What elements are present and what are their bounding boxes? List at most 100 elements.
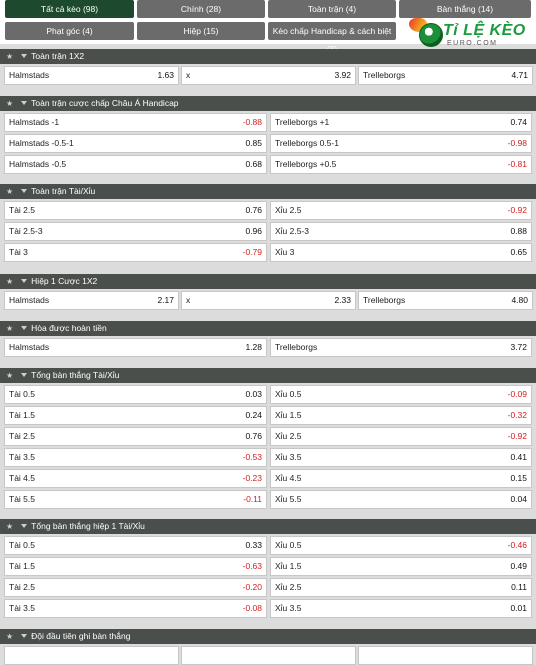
section-header[interactable]: ★ Tổng bàn thắng Tài/Xỉu	[0, 368, 536, 383]
star-icon[interactable]: ★	[6, 522, 14, 531]
odds-cell[interactable]: Tài 0.5 0.03	[4, 385, 267, 404]
odds-value: -0.46	[507, 540, 527, 550]
star-icon[interactable]: ★	[6, 187, 14, 196]
odds-cell[interactable]: Tài 1.5 -0.63	[4, 557, 267, 576]
selection-label: Xỉu 4.5	[275, 473, 302, 483]
odds-cell[interactable]: Trelleborgs 3.72	[270, 338, 532, 357]
odds-cell[interactable]: Tài 1.5 0.24	[4, 406, 267, 425]
odds-cell[interactable]: Xỉu 5.5 0.04	[270, 490, 532, 509]
odds-cell[interactable]: Xỉu 1.5 0.49	[270, 557, 532, 576]
odds-row: Tài 1.5 0.24 Xỉu 1.5 -0.32	[0, 406, 536, 425]
odds-value: -0.88	[242, 117, 262, 127]
odds-cell[interactable]: Halmstads 2.17	[4, 291, 179, 310]
section-header[interactable]: ★ Đội đầu tiên ghi bàn thắng	[0, 629, 536, 644]
star-icon[interactable]: ★	[6, 99, 14, 108]
odds-cell[interactable]: Trelleborgs 4.80	[358, 291, 533, 310]
chevron-down-icon[interactable]	[21, 54, 28, 58]
odds-cell[interactable]: Halmstads 1.63	[4, 66, 179, 85]
tab-6[interactable]: Hiệp (15)	[137, 22, 265, 40]
chevron-down-icon[interactable]	[21, 279, 28, 283]
selection-label: Xỉu 1.5	[275, 410, 302, 420]
chevron-down-icon[interactable]	[21, 326, 28, 330]
odds-cell[interactable]: Tài 2.5 0.76	[4, 201, 267, 220]
odds-cell[interactable]: Tài 2.5 -0.20	[4, 578, 267, 597]
tab-7[interactable]: Kèo chấp Handicap & cách biệt (3)	[268, 22, 396, 54]
odds-cell[interactable]: Xỉu 3.5 0.41	[270, 448, 532, 467]
odds-value: -0.23	[242, 473, 262, 483]
chevron-down-icon[interactable]	[21, 524, 28, 528]
odds-value: -0.98	[507, 138, 527, 148]
star-icon[interactable]: ★	[6, 632, 14, 641]
selection-label: Tài 3.5	[9, 603, 35, 613]
odds-cell[interactable]: Xỉu 0.5 -0.09	[270, 385, 532, 404]
odds-cell[interactable]: Halmstads -0.5 0.68	[4, 155, 267, 174]
odds-cell[interactable]: Xỉu 3 0.65	[270, 243, 532, 262]
site-logo[interactable]: Tỉ LỆ KÈO EURO.COM	[403, 18, 533, 50]
odds-cell[interactable]: Tài 3.5 -0.08	[4, 599, 267, 618]
section-header[interactable]: ★ Hiệp 1 Cược 1X2	[0, 274, 536, 289]
odds-cell[interactable]	[181, 646, 356, 665]
odds-cell[interactable]: Tài 0.5 0.33	[4, 536, 267, 555]
section-header[interactable]: ★ Toàn trận cược chấp Châu Á Handicap	[0, 96, 536, 111]
odds-cell[interactable]: Xỉu 2.5 -0.92	[270, 201, 532, 220]
odds-value: 1.28	[245, 342, 262, 352]
market-section: ★ Đội đầu tiên ghi bàn thắng	[0, 629, 536, 665]
chevron-down-icon[interactable]	[21, 101, 28, 105]
odds-cell[interactable]: Xỉu 2.5 -0.92	[270, 427, 532, 446]
market-tabs: Tất cả kèo (98) Chính (28) Toàn trận (4) Bà…	[0, 0, 536, 54]
odds-cell[interactable]: Tài 4.5 -0.23	[4, 469, 267, 488]
odds-cell[interactable]: x 2.33	[181, 291, 356, 310]
odds-cell[interactable]: Trelleborgs 0.5-1 -0.98	[270, 134, 532, 153]
odds-cell[interactable]: Xỉu 2.5 0.11	[270, 578, 532, 597]
odds-cell[interactable]: Trelleborgs 4.71	[358, 66, 533, 85]
selection-label: Tài 1.5	[9, 410, 35, 420]
section-header[interactable]: ★ Hòa được hoàn tiền	[0, 321, 536, 336]
odds-cell[interactable]: Tài 2.5 0.76	[4, 427, 267, 446]
odds-cell[interactable]: x 3.92	[181, 66, 356, 85]
tab-2[interactable]: Chính (28)	[137, 0, 265, 18]
odds-value: 2.33	[334, 295, 351, 305]
chevron-down-icon[interactable]	[21, 189, 28, 193]
odds-row: Halmstads -1 -0.88 Trelleborgs +1 0.74	[0, 113, 536, 132]
odds-cell[interactable]: Xỉu 3.5 0.01	[270, 599, 532, 618]
odds-cell[interactable]: Tài 3 -0.79	[4, 243, 267, 262]
star-icon[interactable]: ★	[6, 324, 14, 333]
odds-cell[interactable]: Trelleborgs +1 0.74	[270, 113, 532, 132]
selection-label: Halmstads -1	[9, 117, 60, 127]
odds-value: -0.81	[507, 159, 527, 169]
tab-5[interactable]: Phạt góc (4)	[5, 22, 134, 40]
odds-value: 0.03	[245, 389, 262, 399]
odds-cell[interactable]: Trelleborgs +0.5 -0.81	[270, 155, 532, 174]
odds-cell[interactable]: Xỉu 2.5-3 0.88	[270, 222, 532, 241]
odds-cell[interactable]: Halmstads 1.28	[4, 338, 267, 357]
odds-cell[interactable]: Tài 5.5 -0.11	[4, 490, 267, 509]
odds-cell[interactable]: Xỉu 4.5 0.15	[270, 469, 532, 488]
star-icon[interactable]: ★	[6, 277, 14, 286]
odds-cell[interactable]: Xỉu 0.5 -0.46	[270, 536, 532, 555]
section-header[interactable]: ★ Toàn trận Tài/Xỉu	[0, 184, 536, 199]
logo-text: Tỉ LỆ KÈO	[443, 22, 526, 39]
selection-label: Tài 4.5	[9, 473, 35, 483]
tab-4[interactable]: Bàn thắng (14)	[399, 0, 531, 18]
section-header[interactable]: ★ Toàn trận 1X2	[0, 49, 536, 64]
odds-cell[interactable]: Tài 3.5 -0.53	[4, 448, 267, 467]
odds-cell[interactable]	[358, 646, 533, 665]
odds-row: Tài 3 -0.79 Xỉu 3 0.65	[0, 243, 536, 262]
odds-row: Tài 1.5 -0.63 Xỉu 1.5 0.49	[0, 557, 536, 576]
section-header[interactable]: ★ Tổng bàn thắng hiệp 1 Tài/Xỉu	[0, 519, 536, 534]
chevron-down-icon[interactable]	[21, 634, 28, 638]
odds-cell[interactable]	[4, 646, 179, 665]
odds-cell[interactable]: Halmstads -0.5-1 0.85	[4, 134, 267, 153]
odds-cell[interactable]: Xỉu 1.5 -0.32	[270, 406, 532, 425]
odds-cell[interactable]: Tài 2.5-3 0.96	[4, 222, 267, 241]
star-icon[interactable]: ★	[6, 371, 14, 380]
selection-label: Xỉu 3	[275, 247, 295, 257]
section-title: Đội đầu tiên ghi bàn thắng	[31, 631, 131, 641]
tab-1[interactable]: Tất cả kèo (98)	[5, 0, 134, 18]
odds-value: -0.11	[243, 494, 262, 504]
chevron-down-icon[interactable]	[21, 373, 28, 377]
star-icon[interactable]: ★	[6, 52, 14, 61]
tab-3[interactable]: Toàn trận (4)	[268, 0, 396, 18]
odds-cell[interactable]: Halmstads -1 -0.88	[4, 113, 267, 132]
odds-row: Tài 2.5 0.76 Xỉu 2.5 -0.92	[0, 427, 536, 446]
